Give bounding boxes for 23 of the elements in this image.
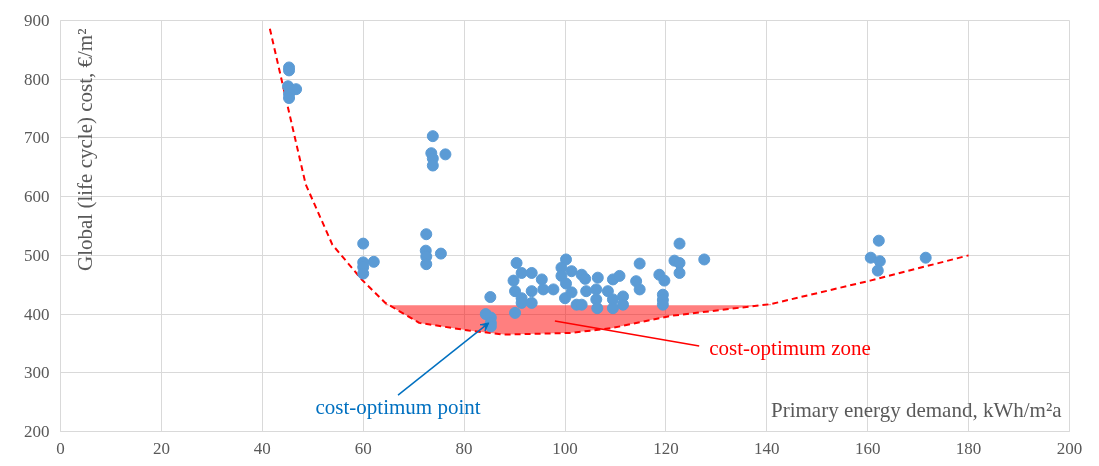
- y-tick-label: 300: [24, 363, 50, 383]
- y-axis-title: Global (life cycle) cost, €/m²: [72, 28, 97, 271]
- x-tick-label: 0: [56, 438, 65, 458]
- x-tick-label: 200: [1056, 438, 1083, 458]
- x-tick-label: 80: [455, 438, 473, 458]
- y-tick-label: 600: [24, 187, 50, 207]
- x-tick-label: 20: [152, 438, 170, 458]
- annotation: cost-optimum zone: [709, 335, 871, 360]
- x-tick-label: 160: [854, 438, 881, 458]
- y-tick-label: 700: [24, 128, 50, 148]
- y-tick-label: 400: [24, 304, 50, 324]
- x-tick-label: 180: [955, 438, 982, 458]
- y-tick-label: 800: [24, 69, 50, 89]
- y-tick-label: 200: [24, 422, 50, 441]
- x-tick-label: 140: [754, 438, 780, 458]
- y-tick-label: 500: [24, 245, 50, 265]
- x-tick-label: 100: [552, 438, 578, 458]
- x-axis-title: Primary energy demand, kWh/m²a: [771, 397, 1063, 422]
- x-tick-label: 120: [653, 438, 679, 458]
- annotation: cost-optimum point: [315, 394, 481, 419]
- y-tick-label: 900: [24, 11, 50, 30]
- x-tick-label: 40: [253, 438, 271, 458]
- x-tick-label: 60: [354, 438, 372, 458]
